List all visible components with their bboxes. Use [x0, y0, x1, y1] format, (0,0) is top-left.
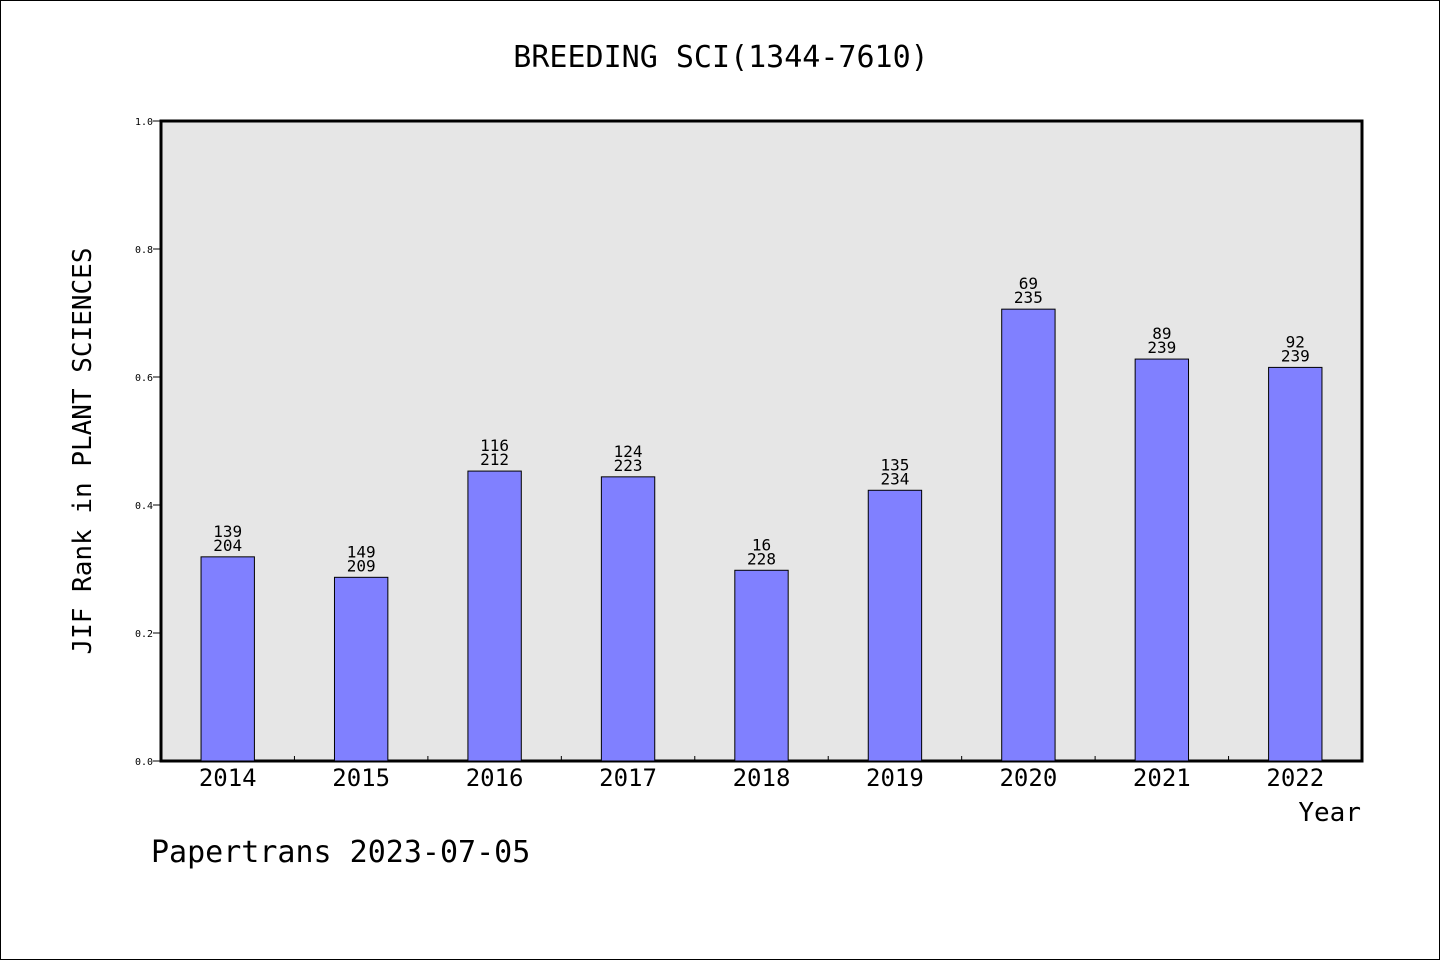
bar-label-rank: 116: [480, 436, 509, 455]
bar-2021: [1134, 358, 1190, 762]
bar-label-total: 239: [1147, 338, 1176, 357]
x-tick-label: 2014: [199, 764, 257, 792]
y-axis-label: JIF Rank in PLANT SCIENCES: [68, 248, 98, 655]
y-tick-label: 0.2: [135, 629, 153, 640]
bars-group: [200, 308, 1323, 762]
x-axis: 2014 2015 2016 2017 2018 2019 2020 2021 2022: [199, 756, 1324, 792]
bar-2020: [1001, 308, 1056, 762]
y-tick-label: 0.4: [135, 501, 153, 512]
bar-label-total: 234: [880, 469, 909, 488]
y-tick-label: 1.0: [135, 117, 153, 128]
bar-label-total: 209: [347, 556, 376, 575]
x-tick-label: 2015: [332, 764, 390, 792]
x-tick-label: 2021: [1133, 764, 1191, 792]
bar-label-total: 235: [1014, 288, 1043, 307]
bar-2017: [600, 476, 656, 762]
x-tick-label: 2018: [733, 764, 791, 792]
bar-label-rank: 16: [752, 535, 771, 554]
x-tick-label: 2016: [466, 764, 524, 792]
bar-2022: [1268, 366, 1323, 762]
y-axis: 0.0 0.2 0.4 0.6 0.8 1.0: [135, 117, 161, 768]
bar-label-total: 239: [1281, 346, 1310, 365]
bar-2015: [333, 576, 389, 762]
x-axis-label: Year: [1298, 798, 1361, 828]
x-tick-label: 2022: [1266, 764, 1324, 792]
bar-label-total: 223: [614, 456, 643, 475]
x-tick-label: 2019: [866, 764, 924, 792]
bar-label-rank: 69: [1019, 274, 1038, 293]
footer-credit: Papertrans 2023-07-05: [151, 835, 531, 870]
bar-2016: [467, 470, 522, 762]
bar-2014: [200, 556, 255, 762]
bar-label-total: 212: [480, 450, 509, 469]
y-tick-label: 0.8: [135, 245, 153, 256]
y-tick-label: 0.6: [135, 373, 153, 384]
bar-label-rank: 89: [1152, 324, 1171, 343]
chart-title: BREEDING SCI(1344-7610): [513, 40, 928, 75]
bar-label-rank: 92: [1286, 332, 1305, 351]
x-tick-label: 2017: [599, 764, 657, 792]
bar-label-rank: 124: [614, 442, 643, 461]
bar-label-total: 228: [747, 549, 776, 568]
bar-label-rank: 149: [347, 542, 376, 561]
bar-label-rank: 135: [880, 455, 909, 474]
x-tick-label: 2020: [999, 764, 1057, 792]
bar-label-rank: 139: [213, 522, 242, 541]
bar-label-total: 204: [213, 536, 242, 555]
y-tick-label: 0.0: [135, 757, 153, 768]
bar-2019: [867, 489, 923, 762]
bar-2018: [734, 569, 789, 762]
